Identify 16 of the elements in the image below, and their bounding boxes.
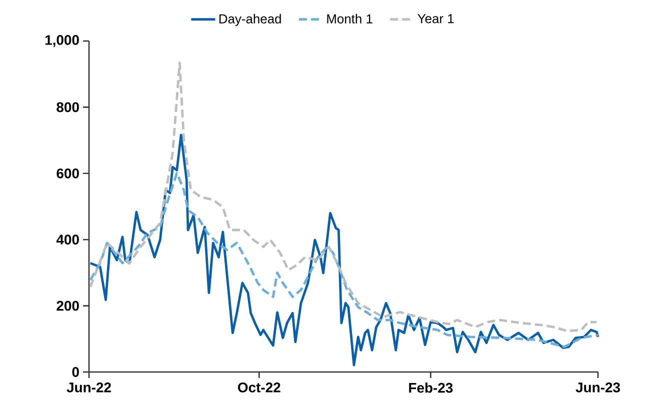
line-series <box>89 62 598 332</box>
y-tick-label: 1,000 <box>45 35 79 47</box>
x-tick-label: Jun-23 <box>576 382 620 392</box>
x-tick-label: Jun-22 <box>66 382 111 392</box>
x-tick-label: Feb-23 <box>409 382 453 393</box>
y-tick-label: 600 <box>56 168 79 178</box>
legend-label: Year 1 <box>418 14 454 24</box>
y-tick-label: 200 <box>56 300 79 311</box>
y-tick-label: 0 <box>72 367 79 377</box>
y-tick-label: 400 <box>56 234 79 245</box>
y-tick-label: 800 <box>56 102 79 112</box>
legend-label: Day-ahead <box>219 14 281 26</box>
x-tick-label: Oct-22 <box>238 382 280 392</box>
line-series <box>89 172 600 348</box>
line-series <box>89 134 600 366</box>
legend-label: Month 1 <box>327 14 372 24</box>
